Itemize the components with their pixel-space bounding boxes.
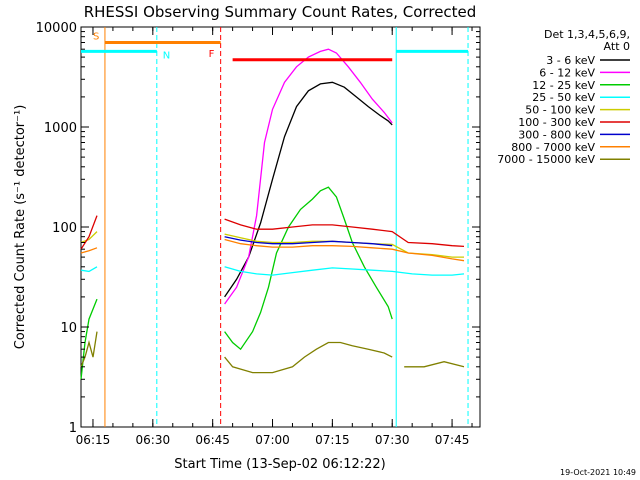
legend-label-3-6-kev: 3 - 6 keV [546,54,595,67]
y-tick-label: 1000 [44,121,77,136]
marker-label-s: S [93,31,99,42]
marker-label-n: N [163,50,170,61]
legend-label-300-800-kev: 300 - 800 keV [518,128,595,141]
legend-label-12-25-kev: 12 - 25 keV [532,79,595,92]
series-line-25-50-kev [80,266,465,276]
y-tick-label: 1 [69,421,77,436]
marker-lines [104,27,469,427]
legend-label-100-300-kev: 100 - 300 keV [518,116,595,129]
series-line-100-300-kev [80,215,465,250]
x-tick-label: 06:45 [195,433,230,447]
y-axis-label: Corrected Count Rate (s⁻¹ detector⁻¹) [13,105,28,350]
legend-title-line1: Det 1,3,4,5,6,9, [544,28,630,41]
series-lines [80,48,465,380]
series-line-800-7000-kev [80,238,465,262]
legend-label-7000-15000-kev: 7000 - 15000 keV [497,153,595,166]
x-tick-label: 07:00 [255,433,290,447]
chart-title: RHESSI Observing Summary Count Rates, Co… [84,3,477,21]
y-tick-label: 10000 [36,21,77,36]
series-line-300-800-kev [224,236,393,247]
y-tick-label: 100 [52,221,77,236]
legend-label-800-7000-kev: 800 - 7000 keV [511,141,595,154]
legend-title-line2: Att 0 [604,40,630,53]
series-line-3-6-kev [224,81,393,298]
x-tick-label: 07:30 [375,433,410,447]
x-tick-label: 07:15 [315,433,350,447]
marker-bars: S N F [81,31,469,61]
x-tick-label: 06:30 [136,433,171,447]
legend-label-25-50-kev: 25 - 50 keV [532,91,595,104]
series-line-12-25-kev [80,186,393,380]
marker-label-f: F [209,49,215,60]
x-tick-label: 06:15 [76,433,111,447]
legend-label-6-12-kev: 6 - 12 keV [539,66,595,79]
timestamp: 19-Oct-2021 10:49 [560,468,636,477]
x-tick-label: 07:45 [435,433,470,447]
legend-label-50-100-kev: 50 - 100 keV [525,104,595,117]
series-line-7000-15000-kev [80,331,465,374]
series-line-6-12-kev [224,48,393,305]
y-tick-label: 10 [60,321,77,336]
x-axis-label: Start Time (13-Sep-02 06:12:22) [174,457,385,472]
axes-ticks: 06:15 06:30 06:45 07:00 07:15 07:30 07:45 1 10 10… [36,21,480,447]
